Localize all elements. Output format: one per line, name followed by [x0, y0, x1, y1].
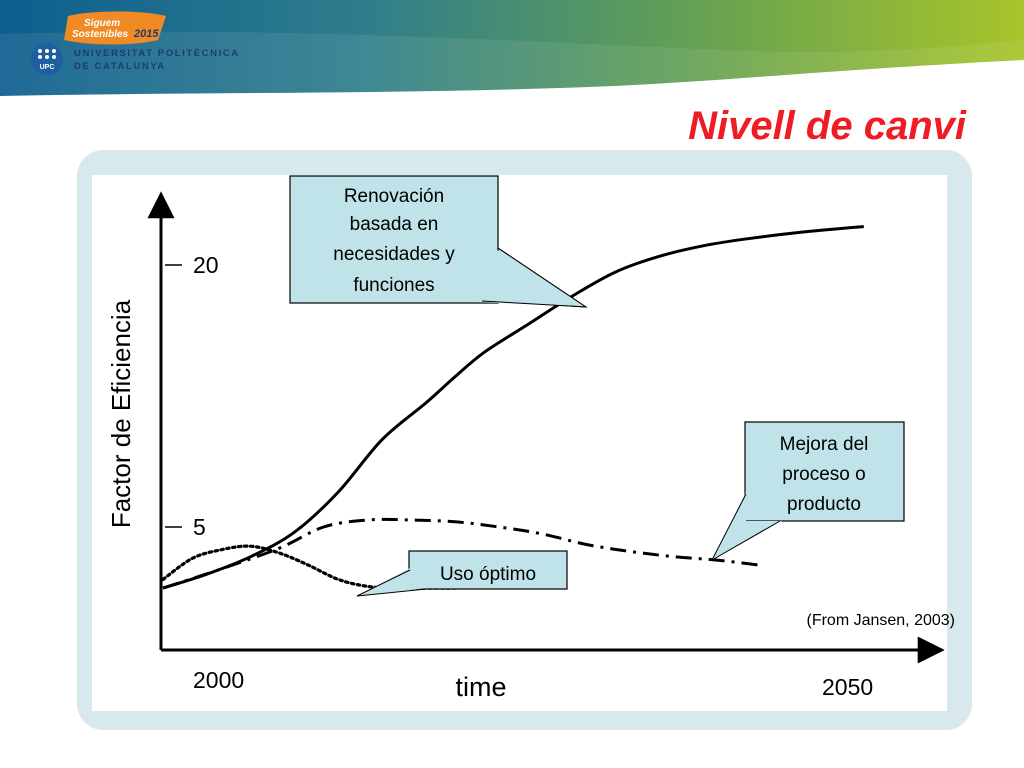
callout-renovacion-line1: Renovación: [344, 186, 444, 207]
campaign-line2: Sostenibles: [72, 29, 129, 40]
logo-text: UPC: [40, 64, 55, 71]
callout-renovacion-line2: basada en: [350, 214, 439, 235]
slide-title: Nivell de canvi: [688, 104, 966, 148]
university-name-line2: DE CATALUNYA: [74, 61, 166, 72]
series-renovacion-line: [162, 225, 864, 590]
source-note: (From Jansen, 2003): [806, 612, 955, 629]
campaign-year: 2015: [133, 28, 159, 40]
y-axis-label: Factor de Eficiencia: [106, 299, 136, 528]
callout-mejora: Mejora del proceso o producto: [711, 421, 905, 561]
callout-uso-optimo-line1: Uso óptimo: [440, 564, 536, 585]
callout-renovacion-line4: funciones: [353, 275, 434, 296]
x-tick-label-2000: 2000: [193, 667, 244, 693]
y-tick-label-5: 5: [193, 514, 206, 540]
callout-mejora-line1: Mejora del: [780, 434, 869, 455]
callout-renovacion-line3: necesidades y: [333, 244, 455, 265]
header-gradient-band: [0, 0, 1024, 100]
campaign-line1: Siguem: [84, 18, 120, 29]
y-tick-label-20: 20: [193, 252, 219, 278]
x-axis-label: time: [455, 672, 506, 702]
x-tick-label-2050: 2050: [822, 674, 873, 700]
university-name-line1: UNIVERSITAT POLITÈCNICA: [74, 48, 240, 59]
callout-mejora-line2: proceso o: [782, 464, 865, 485]
university-logo: UPC: [31, 43, 63, 75]
callout-uso-optimo: Uso óptimo: [356, 550, 568, 597]
callout-renovacion: Renovación basada en necesidades y funci…: [289, 175, 588, 308]
callout-mejora-line3: producto: [787, 494, 861, 515]
campaign-badge: Siguem Sostenibles 2015: [64, 11, 166, 45]
